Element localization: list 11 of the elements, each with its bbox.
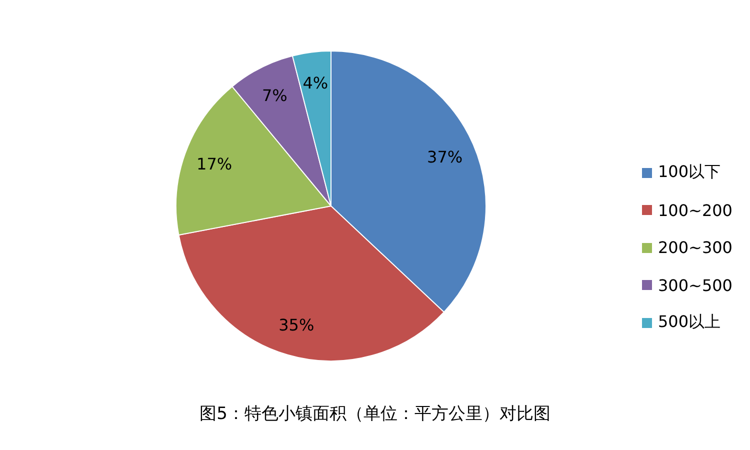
data-label: 4% — [302, 73, 328, 92]
legend-label: 200~300 — [658, 238, 732, 258]
data-label: 37% — [427, 147, 463, 166]
legend-label: 300~500 — [658, 276, 732, 295]
data-label: 17% — [196, 154, 232, 174]
legend-label: 100以下 — [658, 162, 721, 184]
text: 图5：特色小镇面积（单位：平方公里）对比图 — [198, 403, 552, 425]
legend-label: 100~200 — [658, 200, 732, 220]
data-label: 35% — [278, 316, 314, 335]
legend-label: 500以上 — [658, 312, 721, 334]
data-label: 7% — [262, 86, 288, 106]
